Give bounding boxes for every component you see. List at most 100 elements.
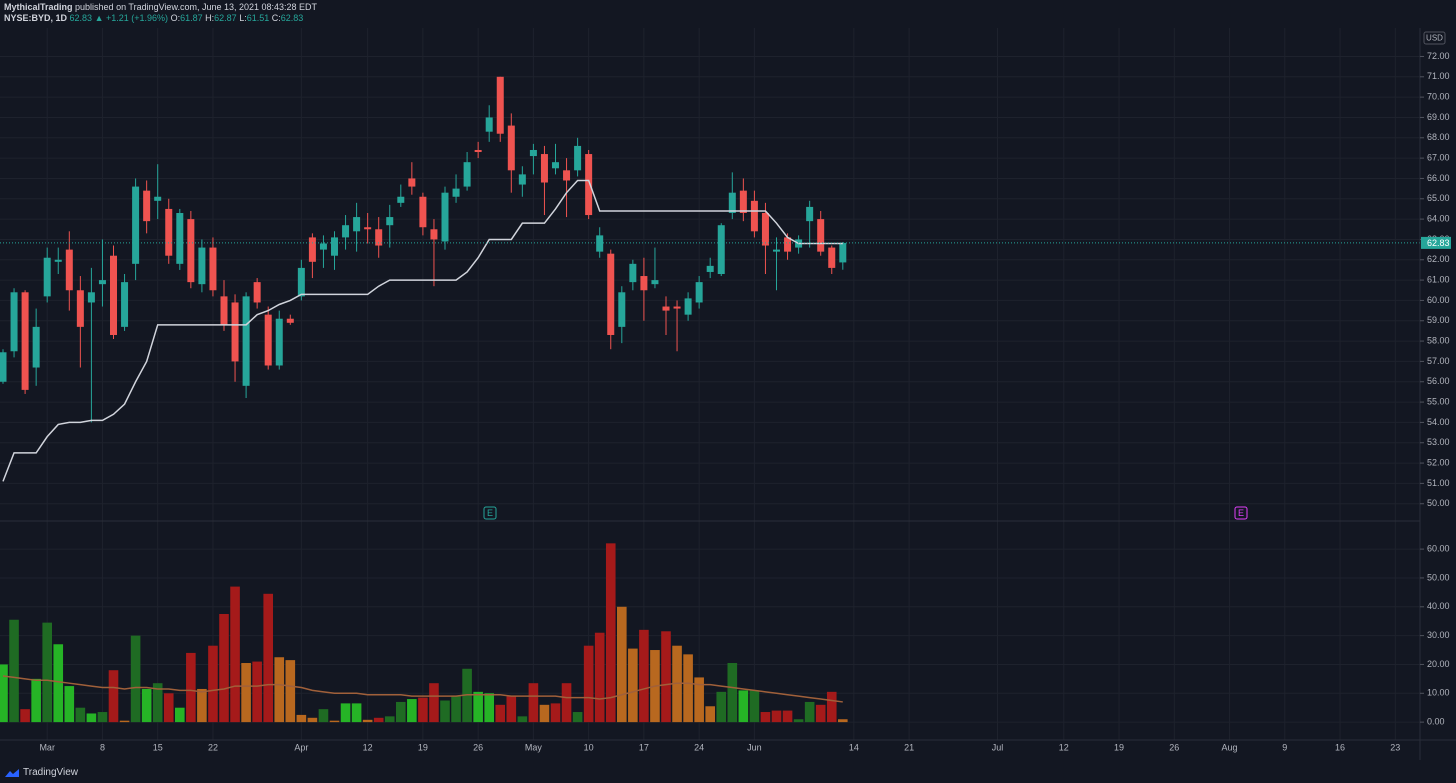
volume-bar xyxy=(605,543,616,723)
candle-body xyxy=(684,298,692,315)
y-tick-label: 60.00 xyxy=(1427,543,1450,553)
volume-bar xyxy=(407,699,417,723)
volume-bar xyxy=(130,635,141,723)
x-tick-label: 26 xyxy=(1169,742,1179,752)
candle-body xyxy=(331,237,338,256)
candle-body xyxy=(507,125,515,171)
volume-bar xyxy=(274,657,285,723)
symbol-line: NYSE:BYD, 1D 62.83 ▲ +1.21 (+1.96%) O:61… xyxy=(4,13,303,24)
y-tick-label: 59.00 xyxy=(1427,315,1450,325)
candle-body xyxy=(353,217,361,232)
candle-body xyxy=(750,200,758,232)
candle-body xyxy=(430,229,438,240)
x-tick-label: 21 xyxy=(904,742,914,752)
volume-bar xyxy=(351,703,362,723)
candle-body xyxy=(640,276,648,291)
candle-body xyxy=(110,255,117,335)
candle-body xyxy=(596,235,604,252)
candle-body xyxy=(806,206,814,222)
candle-body xyxy=(540,154,548,183)
x-tick-label: 12 xyxy=(1059,742,1069,752)
candle-body xyxy=(784,237,792,252)
volume-bar xyxy=(617,606,627,723)
brand: TradingView xyxy=(4,767,78,778)
x-tick-label: 16 xyxy=(1335,742,1345,752)
candle-body xyxy=(187,219,195,283)
symbol: NYSE:BYD, 1D xyxy=(4,13,68,23)
volume-bar xyxy=(9,619,19,723)
candle-body xyxy=(629,263,637,283)
candle-body xyxy=(706,265,714,272)
earnings-marker[interactable] xyxy=(1234,506,1248,520)
candle-body xyxy=(662,306,670,311)
x-tick-label: 8 xyxy=(100,742,105,752)
volume-bar xyxy=(594,632,605,723)
candle-body xyxy=(817,219,825,252)
volume-bar xyxy=(738,690,749,723)
y-tick-label: 20.00 xyxy=(1427,659,1450,669)
y-tick-label: 62.00 xyxy=(1427,254,1450,264)
candle-body xyxy=(32,326,40,368)
volume-bar xyxy=(384,716,395,723)
y-tick-label: 50.00 xyxy=(1427,572,1450,582)
volume-bar xyxy=(440,700,450,723)
volume-bar xyxy=(418,697,428,723)
y-tick-label: 61.00 xyxy=(1427,274,1450,284)
volume-bar xyxy=(838,719,848,723)
y-tick-label: 60.00 xyxy=(1427,295,1450,305)
volume-bar xyxy=(782,710,793,723)
volume-bar xyxy=(528,683,539,723)
volume-bar xyxy=(163,693,174,723)
candle-body xyxy=(76,290,84,327)
volume-bar xyxy=(572,712,583,723)
candle-body xyxy=(574,145,582,171)
volume-bar xyxy=(329,720,340,723)
volume-bar xyxy=(285,660,296,723)
candle-body xyxy=(397,196,405,203)
volume-bar xyxy=(539,704,550,723)
volume-bar xyxy=(252,661,262,723)
y-tick-label: 30.00 xyxy=(1427,630,1450,640)
earnings-marker[interactable] xyxy=(483,506,497,520)
candle-body xyxy=(585,154,593,216)
y-tick-label: 70.00 xyxy=(1427,91,1450,101)
volume-bar xyxy=(53,644,64,723)
x-tick-label: Jun xyxy=(747,742,762,752)
x-tick-label: 10 xyxy=(584,742,594,752)
volume-bar xyxy=(506,696,517,723)
candle-body xyxy=(209,247,217,291)
volume-bar xyxy=(694,677,704,723)
y-tick-label: 72.00 xyxy=(1427,51,1450,61)
volume-bar xyxy=(639,629,649,723)
volume-bar xyxy=(20,709,30,723)
candle-body xyxy=(65,249,73,291)
volume-bar xyxy=(628,648,638,723)
volume-bar xyxy=(517,716,528,723)
volume-bar xyxy=(152,683,163,723)
x-tick-label: 9 xyxy=(1282,742,1287,752)
x-tick-label: 12 xyxy=(363,742,373,752)
y-tick-label: 67.00 xyxy=(1427,152,1450,162)
y-tick-label: 56.00 xyxy=(1427,376,1450,386)
candle-body xyxy=(408,178,416,187)
volume-bar xyxy=(318,709,329,723)
y-tick-label: 50.00 xyxy=(1427,498,1450,508)
candle-body xyxy=(286,318,294,323)
candle-body xyxy=(452,188,460,197)
candle-body xyxy=(651,280,659,285)
candle-body xyxy=(231,302,239,362)
candle-body xyxy=(253,282,261,303)
candle-body xyxy=(87,292,95,303)
y-tick-label: 71.00 xyxy=(1427,71,1450,81)
volume-bar xyxy=(42,622,52,723)
volume-bar xyxy=(793,719,804,723)
x-tick-label: May xyxy=(525,742,543,752)
candle-body xyxy=(98,280,106,285)
last-price-label: 62.83 xyxy=(1427,238,1450,248)
volume-bar xyxy=(307,717,318,723)
candle-body xyxy=(773,249,780,252)
plot xyxy=(0,76,1420,723)
x-tick-label: Apr xyxy=(294,742,308,752)
candle-body xyxy=(154,196,162,201)
